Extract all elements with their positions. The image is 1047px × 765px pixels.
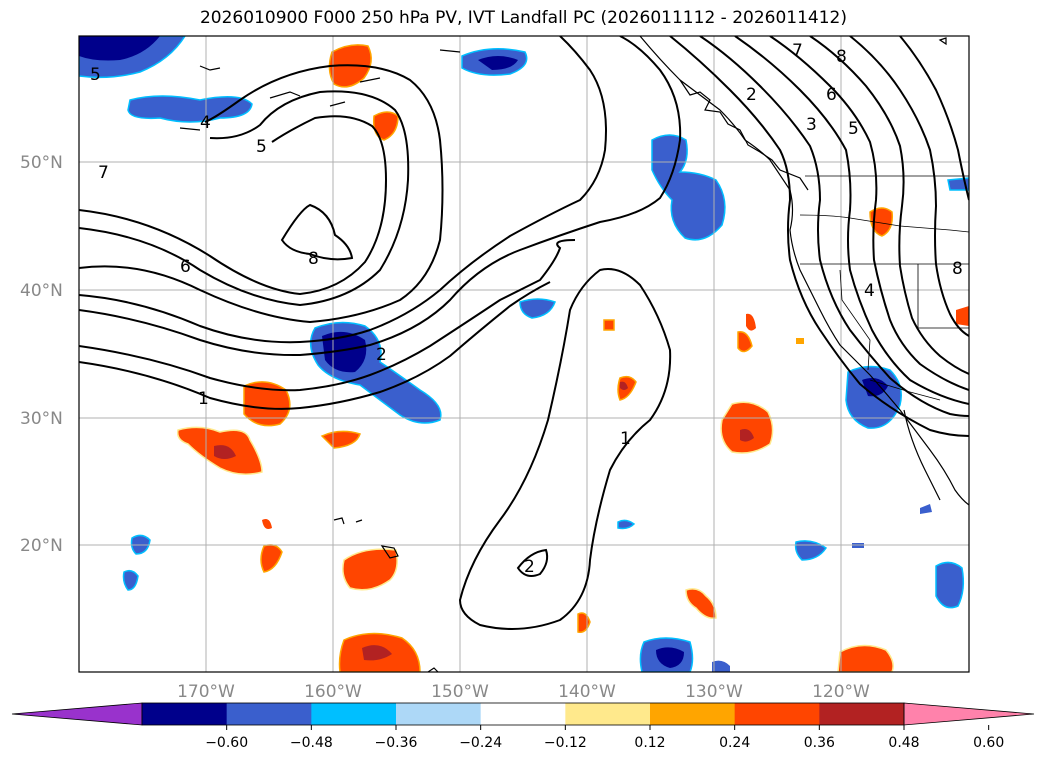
contour-labels: 5 4 5 7 8 6 2 1 1 2 7 8 2 6 3 5 4 8 <box>90 41 963 577</box>
contour-label: 8 <box>836 47 847 67</box>
political-borders <box>799 175 969 401</box>
coastline <box>179 36 969 672</box>
contour-label: 1 <box>620 429 631 449</box>
lat-label-20n: 20°N <box>20 536 63 556</box>
colorbar-tick-label: 0.12 <box>634 735 665 751</box>
lon-label-150w: 150°W <box>431 682 489 702</box>
map-area <box>79 36 969 672</box>
colorbar-tick-label: 0.24 <box>719 735 750 751</box>
lat-label-40n: 40°N <box>20 281 63 301</box>
map-title: 2026010900 F000 250 hPa PV, IVT Landfall… <box>199 8 847 28</box>
lat-label-30n: 30°N <box>20 409 63 429</box>
colorbar-cell <box>480 703 566 725</box>
gridlines <box>79 36 969 672</box>
colorbar-cell <box>734 703 820 725</box>
colorbar-extend-max <box>903 702 1035 726</box>
contour-label: 4 <box>864 281 875 301</box>
contour-label: 6 <box>826 85 837 105</box>
contour-label: 5 <box>256 137 267 157</box>
map-frame <box>78 35 970 673</box>
colorbar-cell <box>396 703 482 725</box>
lon-label-120w: 120°W <box>812 682 870 702</box>
colorbar-tick-label: −0.60 <box>205 735 248 751</box>
lon-label-140w: 140°W <box>558 682 616 702</box>
colorbar-cell <box>650 703 736 725</box>
colorbar-tick-label: 0.48 <box>888 735 919 751</box>
colorbar-cell <box>565 703 651 725</box>
colorbar-cell <box>311 703 397 725</box>
colorbar-tick-label: −0.48 <box>290 735 333 751</box>
lon-label-130w: 130°W <box>685 682 743 702</box>
colorbar: −0.60 −0.48 −0.36 −0.24 −0.12 0.12 0.24 0.36 0.4… <box>11 702 1035 751</box>
colorbar-cell <box>226 703 312 725</box>
colorbar-tick-label: −0.12 <box>544 735 587 751</box>
contour-label: 5 <box>848 119 859 139</box>
colorbar-tick-label: −0.36 <box>375 735 418 751</box>
colorbar-cell <box>142 703 228 725</box>
colorbar-tick-label: −0.24 <box>459 735 502 751</box>
colorbar-tick-label: 0.36 <box>804 735 835 751</box>
contour-label: 7 <box>98 163 109 183</box>
pv-contours <box>79 36 969 630</box>
longitude-labels: 170°W 160°W 150°W 140°W 130°W 120°W <box>177 682 870 702</box>
lon-label-160w: 160°W <box>304 682 362 702</box>
contour-label: 7 <box>792 41 803 61</box>
contour-label: 2 <box>376 345 387 365</box>
colorbar-tick-label: 0.60 <box>973 735 1004 751</box>
contour-label: 4 <box>200 113 211 133</box>
colorbar-cell <box>819 703 905 725</box>
contour-label: 6 <box>180 257 191 277</box>
contour-label: 5 <box>90 65 101 85</box>
contour-label: 1 <box>198 389 209 409</box>
colorbar-extend-min <box>11 702 143 726</box>
lon-label-170w: 170°W <box>177 682 235 702</box>
contour-label: 2 <box>524 557 535 577</box>
lat-label-50n: 50°N <box>20 153 63 173</box>
contour-label: 2 <box>746 85 757 105</box>
contour-label: 3 <box>806 115 817 135</box>
contour-label: 8 <box>308 249 319 269</box>
contour-label: 8 <box>952 259 963 279</box>
positive-anomaly-shading <box>176 44 969 672</box>
latitude-labels: 50°N 40°N 30°N 20°N <box>20 153 63 556</box>
